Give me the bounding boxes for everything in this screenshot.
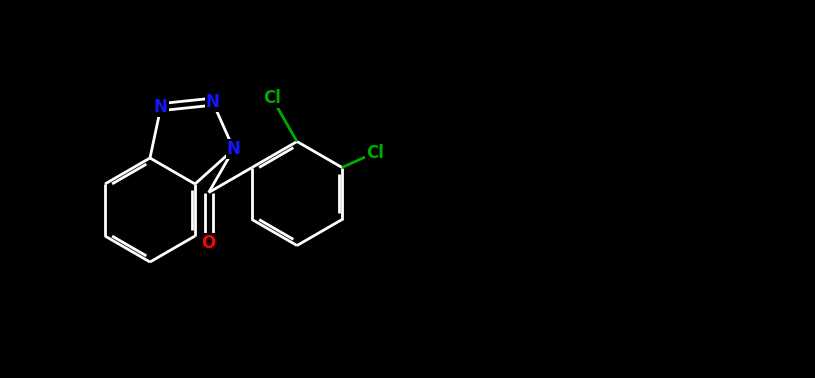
Text: Cl: Cl [263, 89, 281, 107]
Text: N: N [154, 98, 168, 116]
Text: Cl: Cl [366, 144, 384, 161]
Text: N: N [227, 140, 240, 158]
Text: N: N [205, 93, 219, 111]
Text: O: O [201, 234, 216, 251]
